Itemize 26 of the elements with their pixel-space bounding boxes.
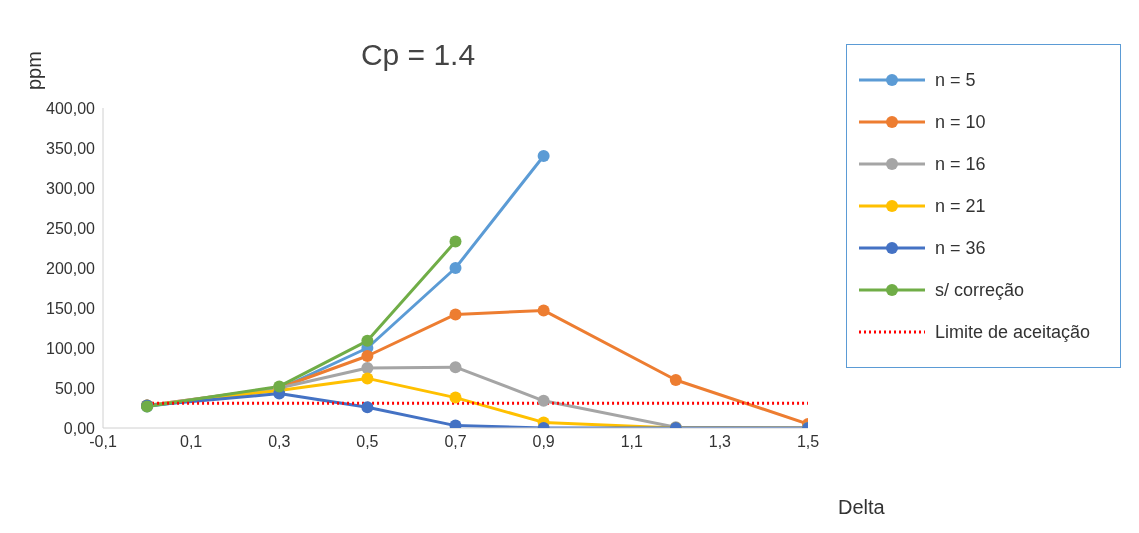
x-tick-label: 0,5: [356, 433, 379, 451]
legend-label: n = 16: [935, 153, 986, 175]
x-tick-label: 0,7: [444, 433, 467, 451]
legend-label: Limite de aceitação: [935, 321, 1091, 343]
y-tick-label: 200,00: [46, 259, 96, 277]
y-tick-label: 300,00: [46, 179, 96, 197]
x-tick-label: 0,9: [532, 433, 555, 451]
y-tick-label: 150,00: [46, 299, 96, 317]
legend-label: n = 10: [935, 111, 986, 133]
x-tick-label: 0,1: [180, 433, 203, 451]
x-tick-label: 1,3: [708, 433, 732, 451]
legend-label: n = 36: [935, 237, 986, 259]
y-tick-label: 100,00: [46, 339, 96, 357]
chart-title: Cp = 1.4: [360, 38, 476, 71]
x-axis-title: Delta: [838, 496, 885, 519]
y-tick-label: 350,00: [46, 139, 96, 157]
x-tick-label: 0,3: [268, 433, 291, 451]
legend-label: n = 5: [935, 69, 976, 91]
y-tick-label: 400,00: [46, 99, 96, 117]
x-tick-label: 1,1: [620, 433, 643, 451]
y-axis-title: ppm: [23, 51, 46, 90]
x-tick-label: 1,5: [796, 433, 820, 451]
legend-label: n = 21: [935, 195, 986, 217]
y-tick-label: 50,00: [54, 379, 96, 397]
legend-label: s/ correção: [935, 279, 1025, 301]
y-tick-label: 250,00: [46, 219, 96, 237]
